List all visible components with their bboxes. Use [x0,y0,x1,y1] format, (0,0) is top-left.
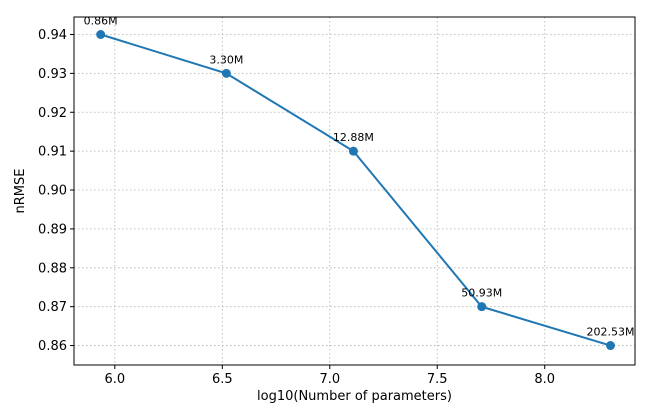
data-point [221,68,231,78]
data-label: 12.88M [333,131,374,144]
x-tick-label: 7.0 [319,372,340,387]
y-tick-label: 0.89 [38,222,67,237]
x-tick-label: 7.5 [427,372,448,387]
y-tick-label: 0.88 [38,261,67,276]
data-point [96,29,106,39]
x-tick-label: 8.0 [534,372,555,387]
y-tick-label: 0.93 [38,67,67,82]
y-tick-label: 0.91 [38,145,67,160]
data-point [605,341,615,351]
y-tick-label: 0.86 [38,339,67,354]
y-tick-label: 0.94 [38,28,67,43]
data-label: 3.30M [209,53,243,66]
x-axis-label: log10(Number of parameters) [257,389,452,404]
x-tick-label: 6.0 [104,372,125,387]
x-tick-label: 6.5 [212,372,233,387]
series: 0.86M 3.30M 12.88M 50.93M 202.53M [84,14,635,351]
data-point [477,302,487,312]
data-label: 0.86M [84,14,118,27]
data-label: 50.93M [461,287,502,300]
ticks: 6.0 6.5 7.0 7.5 8.0 0.86 0.87 0.88 0.89 0.90 0.91 0… [38,28,555,387]
y-tick-label: 0.87 [38,300,67,315]
y-tick-label: 0.92 [38,106,67,121]
grid [74,17,635,365]
data-label: 202.53M [587,326,635,339]
y-tick-label: 0.90 [38,184,67,199]
data-point [348,146,358,156]
plot-frame [73,16,636,366]
y-axis-label: nRMSE [13,169,28,214]
